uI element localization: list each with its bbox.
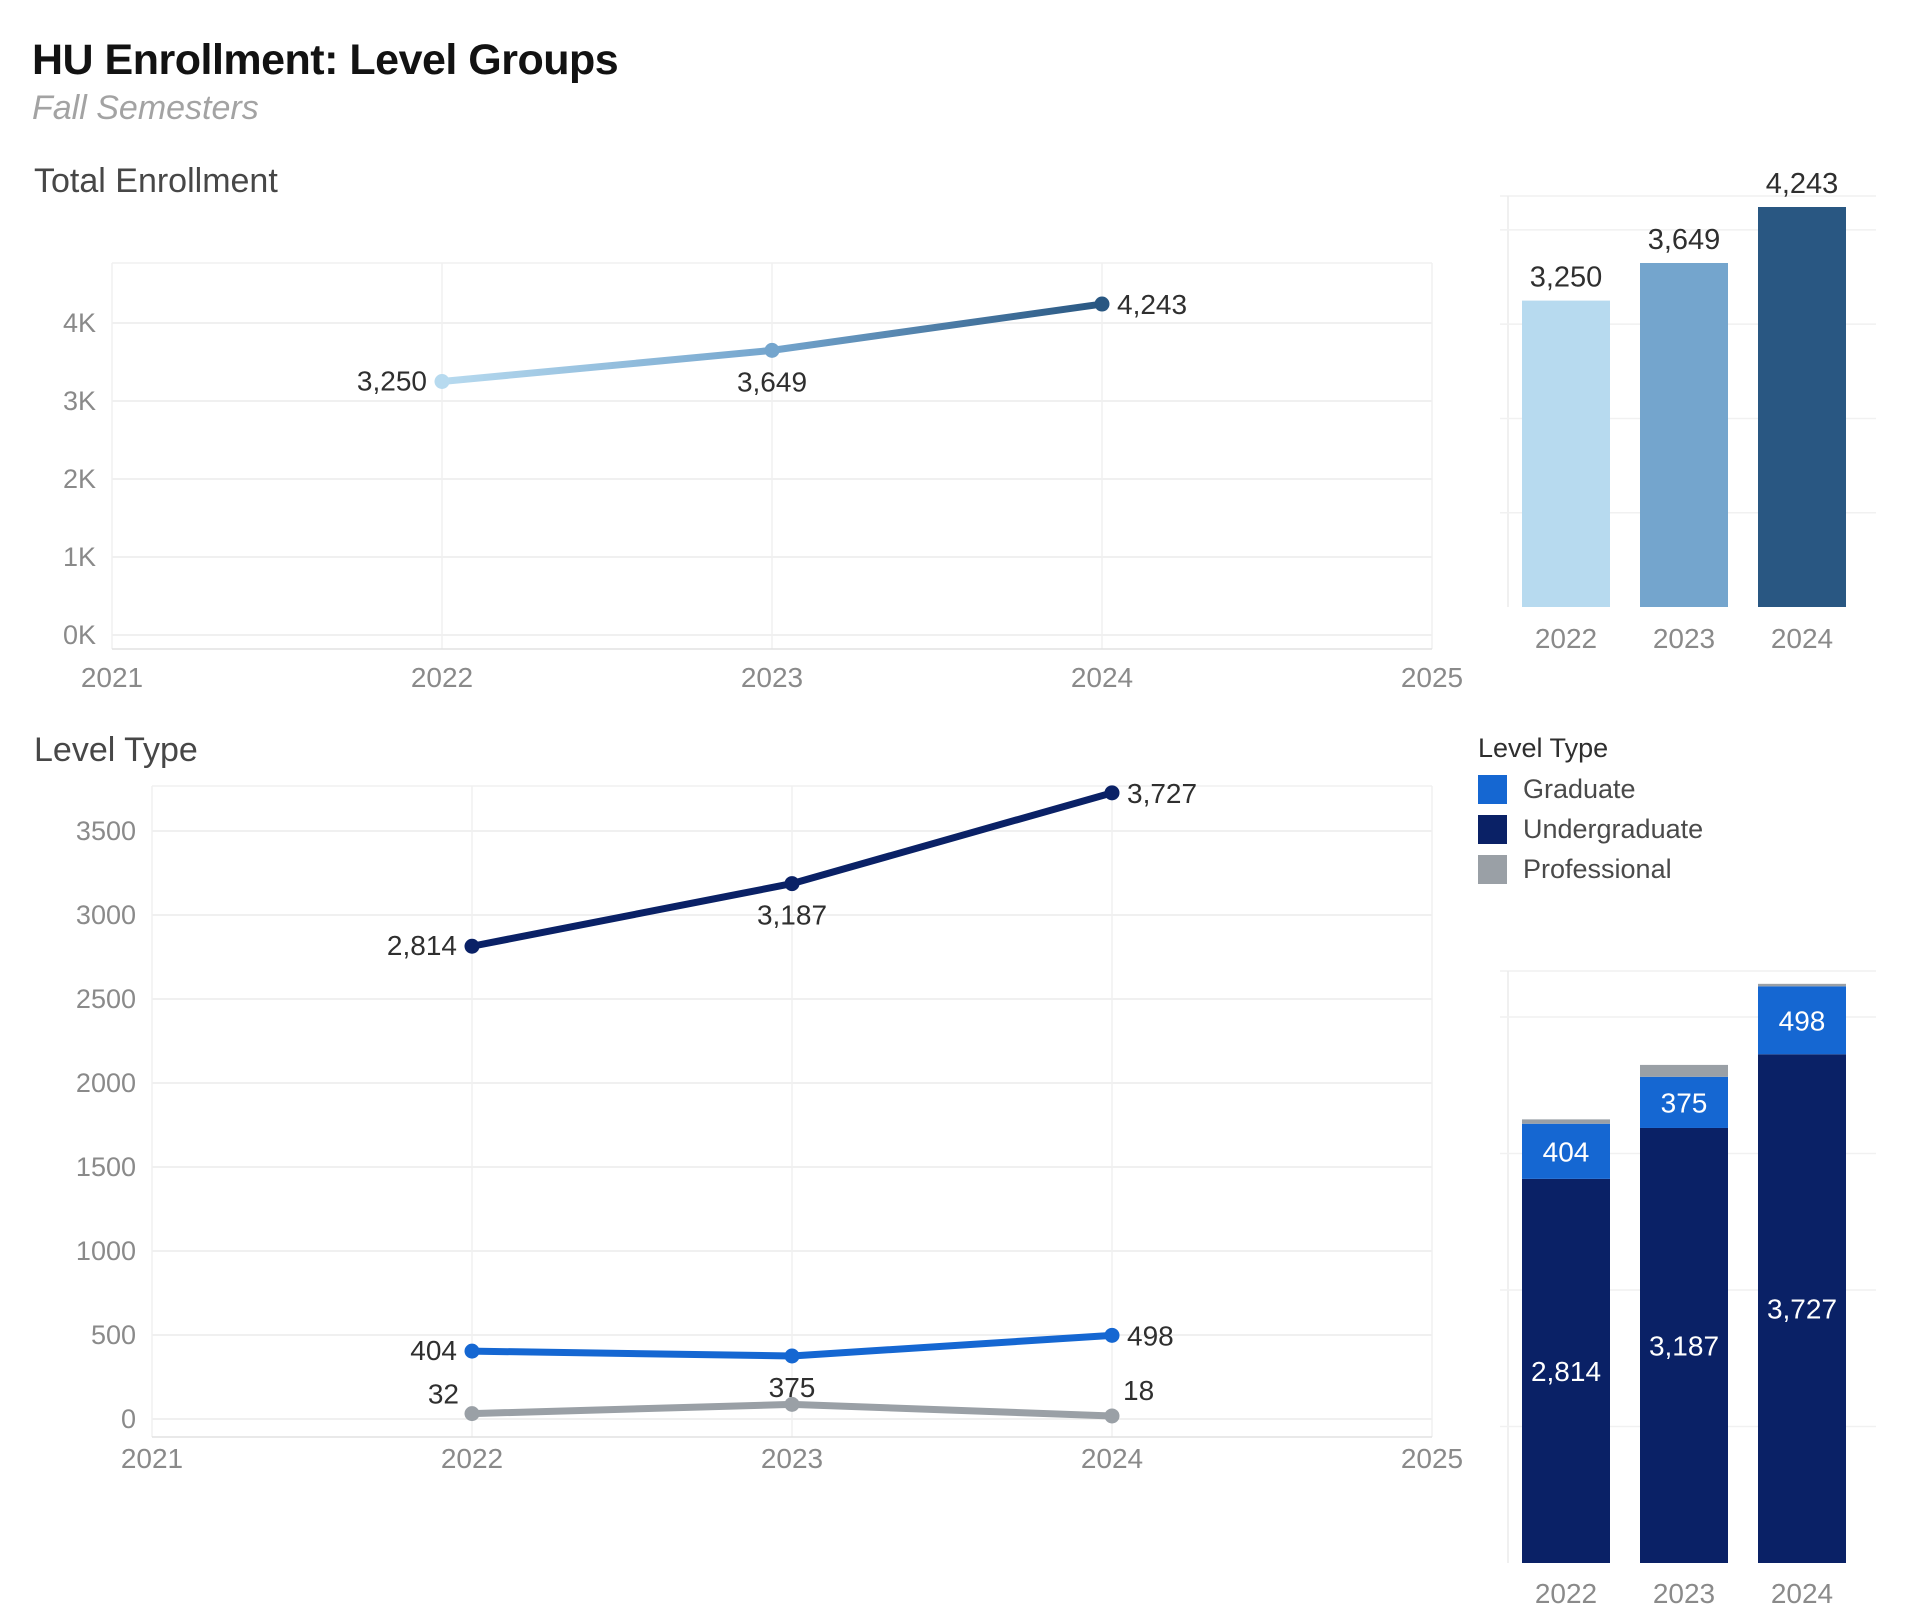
level-type-legend: Level Type Graduate Undergraduate Profes…	[1478, 733, 1880, 885]
chart-text: 2024	[1771, 623, 1833, 654]
graduate-color-swatch	[1478, 775, 1507, 805]
stacked-bar-segment-professional-2024[interactable]	[1758, 984, 1846, 987]
chart-text: 375	[1661, 1088, 1708, 1119]
chart-text: 32	[428, 1379, 459, 1410]
chart-text: 4K	[63, 308, 96, 338]
chart-text: 3,187	[1649, 1331, 1719, 1362]
undergraduate-color-swatch	[1478, 815, 1507, 845]
chart-text: 498	[1779, 1006, 1826, 1037]
chart-text: 2022	[1535, 623, 1597, 654]
chart-text: 4,243	[1766, 168, 1839, 200]
stacked-bar-segment-graduate-2022[interactable]	[1522, 1124, 1610, 1180]
legend-item-label: Professional	[1523, 854, 1672, 885]
chart-text: 2025	[1401, 1443, 1463, 1474]
legend-item-label: Undergraduate	[1523, 814, 1704, 845]
chart-text: 3500	[76, 816, 136, 846]
bar-2022[interactable]	[1522, 301, 1610, 608]
bar-2023[interactable]	[1640, 263, 1728, 608]
chart-text: 2021	[81, 662, 143, 693]
chart-text: 0	[121, 1404, 136, 1434]
chart-text: 498	[1127, 1321, 1174, 1352]
chart-text: 2K	[63, 464, 96, 494]
chart-text: 18	[1123, 1375, 1154, 1406]
chart-text: 2024	[1071, 662, 1133, 693]
chart-text: 4,243	[1117, 289, 1187, 320]
professional-color-swatch	[1478, 855, 1507, 885]
chart-text: 2024	[1771, 1578, 1833, 1609]
data-point-2024[interactable]	[1094, 296, 1110, 312]
data-point-2022[interactable]	[464, 1406, 480, 1422]
legend-item-undergraduate[interactable]: Undergraduate	[1478, 814, 1880, 845]
chart-text: 1K	[63, 542, 96, 572]
legend-title: Level Type	[1478, 733, 1609, 764]
bar-2024[interactable]	[1758, 207, 1846, 608]
stacked-bar-segment-graduate-2023[interactable]	[1640, 1077, 1728, 1129]
section-level-type: Level Type 0 500 1000 1500 2000 2500 3000 3500 2…	[32, 731, 1880, 1613]
chart-text: 2023	[761, 1443, 823, 1474]
chart-text: 2021	[121, 1443, 183, 1474]
chart-text: 2024	[1081, 1443, 1143, 1474]
stacked-bar-segment-undergraduate-2024[interactable]	[1758, 1054, 1846, 1564]
page-subtitle: Fall Semesters	[32, 89, 259, 128]
total-enrollment-bar-chart[interactable]: 3,250 2022 3,649 2023 4,243 2024	[1472, 162, 1880, 662]
chart-text: 3,649	[737, 367, 807, 398]
section-title-level-type: Level Type	[34, 731, 198, 770]
chart-text: 3,727	[1767, 1294, 1837, 1325]
chart-text: 2023	[1653, 1578, 1715, 1609]
section-title-total-enrollment: Total Enrollment	[34, 162, 278, 201]
chart-text: 2025	[1401, 662, 1463, 693]
data-point-2022[interactable]	[434, 374, 450, 390]
page-title: HU Enrollment: Level Groups	[32, 36, 619, 84]
chart-text: 1000	[76, 1236, 136, 1266]
legend-item-label: Graduate	[1523, 774, 1636, 805]
data-point-2022[interactable]	[464, 1344, 480, 1360]
chart-text: 2500	[76, 984, 136, 1014]
chart-text: 2022	[441, 1443, 503, 1474]
chart-text: 404	[410, 1336, 457, 1367]
level-type-stacked-bar-chart[interactable]: 2,814 404 2022 3,187 375 2023 3,727 498 2024	[1472, 903, 1880, 1613]
stacked-bar-segment-undergraduate-2023[interactable]	[1640, 1128, 1728, 1564]
data-point-2024[interactable]	[1104, 1328, 1120, 1344]
chart-text: 3,727	[1127, 778, 1197, 809]
stacked-bar-segment-professional-2023[interactable]	[1640, 1065, 1728, 1078]
dashboard-header: HU Enrollment: Level Groups Fall Semeste…	[32, 36, 1880, 128]
chart-text: 0K	[63, 620, 96, 650]
data-point-2023[interactable]	[784, 1348, 800, 1364]
data-point-2024[interactable]	[1104, 785, 1120, 801]
stacked-bar-segment-professional-2022[interactable]	[1522, 1119, 1610, 1125]
data-point-2022[interactable]	[464, 939, 480, 955]
chart-text: 404	[1543, 1137, 1590, 1168]
legend-item-graduate[interactable]: Graduate	[1478, 774, 1880, 805]
chart-text: 2023	[741, 662, 803, 693]
data-point-2023[interactable]	[764, 343, 780, 359]
data-point-2024[interactable]	[1104, 1408, 1120, 1424]
chart-text: 1500	[76, 1152, 136, 1182]
chart-text: 3,250	[357, 366, 427, 397]
level-type-line-chart[interactable]: 0 500 1000 1500 2000 2500 3000 3500 2021 2022 2023…	[32, 774, 1472, 1484]
chart-text: 3000	[76, 900, 136, 930]
chart-text: 500	[91, 1320, 136, 1350]
chart-text: 3,187	[757, 900, 827, 931]
chart-text: 2,814	[387, 931, 457, 962]
chart-text: 3,250	[1530, 262, 1603, 294]
chart-text: 2022	[411, 662, 473, 693]
stacked-bar-segment-graduate-2024[interactable]	[1758, 986, 1846, 1055]
data-point-2023[interactable]	[784, 876, 800, 892]
chart-text: 2000	[76, 1068, 136, 1098]
chart-text: 2,814	[1531, 1356, 1601, 1387]
chart-text: 3,649	[1648, 224, 1721, 256]
chart-text: 2022	[1535, 1578, 1597, 1609]
chart-text: 2023	[1653, 623, 1715, 654]
legend-item-professional[interactable]: Professional	[1478, 854, 1880, 885]
total-enrollment-line-chart[interactable]: 0K 1K 2K 3K 4K 2021 2022 2023 2024 2025 3,250 3,649…	[32, 205, 1472, 705]
stacked-bar-segment-undergraduate-2022[interactable]	[1522, 1179, 1610, 1564]
data-point-2023[interactable]	[784, 1397, 800, 1413]
section-total-enrollment: Total Enrollment 0K 1K 2K 3K 4K 2021 2022 2023 2…	[32, 162, 1880, 705]
chart-text: 3K	[63, 386, 96, 416]
